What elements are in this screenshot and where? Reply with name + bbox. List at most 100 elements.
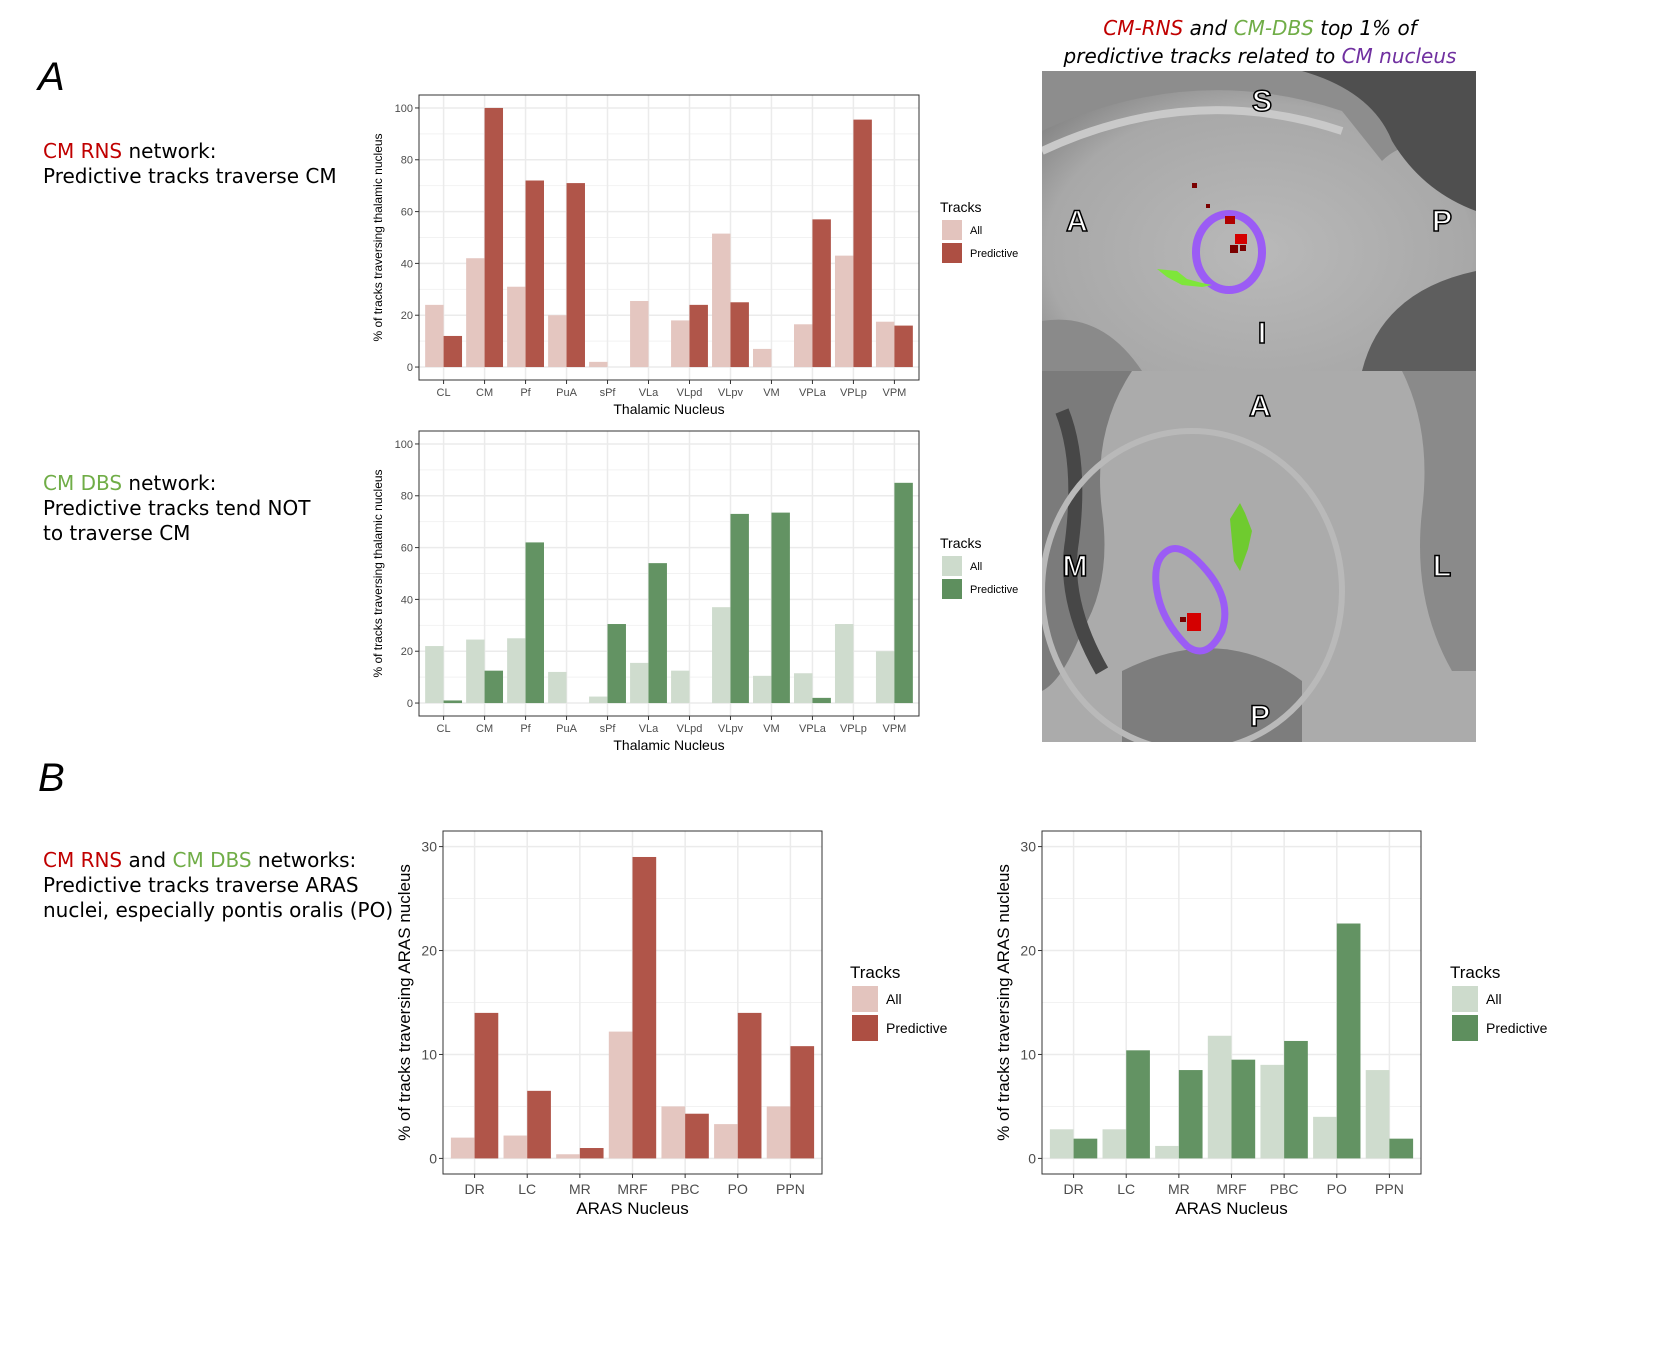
dbs-aras-bar-chart: 0 10 20 30 DR LC MR MRF PBC PO PPN ARAS Nucleus % of…	[994, 830, 1548, 1218]
cm-nucleus-outline-axial	[1152, 545, 1229, 655]
dbs-highlight: CM DBS	[43, 471, 123, 495]
bar-all-VLpd	[671, 320, 690, 368]
orientation-label-posterior: P	[1432, 205, 1452, 238]
x-tick-label: VPLa	[799, 723, 827, 735]
x-tick-label: MR	[1168, 1181, 1190, 1197]
y-tick-label: 0	[407, 362, 413, 374]
aras-description: CM RNS and CM DBS networks: Predictive t…	[43, 848, 393, 923]
bar-predictive-VPLa	[812, 697, 831, 704]
bar-predictive-Pf	[525, 542, 544, 704]
y-tick-label: 20	[401, 310, 413, 322]
bar-predictive-PPN	[790, 1046, 815, 1159]
y-axis-title: % of tracks traversing thalamic nucleus	[371, 469, 385, 677]
bar-all-MR	[1155, 1145, 1179, 1159]
y-tick-label: 100	[395, 439, 413, 451]
x-tick-label: VPM	[882, 723, 906, 735]
legend-key-all	[942, 220, 962, 240]
legend-key-all	[1452, 986, 1478, 1012]
y-tick-label: 10	[421, 1046, 437, 1062]
y-tick-label: 0	[1028, 1150, 1036, 1166]
bar-all-VPM	[875, 651, 895, 704]
bar-predictive-LC	[527, 1090, 551, 1159]
bar-predictive-VPLp	[853, 119, 872, 368]
y-axis-title: % of tracks traversing thalamic nucleus	[371, 133, 385, 341]
legend-label-predictive: Predictive	[970, 584, 1018, 596]
panel-label-b: B	[38, 756, 65, 800]
bar-all-PBC	[661, 1106, 686, 1159]
bar-all-MR	[556, 1154, 580, 1159]
x-tick-label: DR	[1063, 1181, 1083, 1197]
x-tick-label: PO	[728, 1181, 748, 1197]
legend-key-all	[852, 986, 878, 1012]
rns-description: CM RNS network: Predictive tracks traver…	[43, 139, 337, 189]
x-tick-label: VLpd	[677, 723, 703, 735]
y-tick-label: 60	[401, 542, 413, 554]
bar-predictive-Pf	[525, 180, 544, 368]
plot-border	[442, 830, 823, 1175]
bar-all-PPN	[766, 1106, 791, 1159]
x-tick-label: MR	[569, 1181, 591, 1197]
x-tick-label: LC	[518, 1181, 536, 1197]
y-tick-label: 100	[395, 103, 413, 115]
bar-all-PBC	[1260, 1064, 1285, 1159]
x-tick-label: VLa	[639, 723, 659, 735]
rns-desc-rest: network:	[122, 139, 217, 163]
y-tick-label: 40	[401, 594, 413, 606]
bar-all-PuA	[548, 671, 567, 704]
bar-all-VPM	[875, 321, 895, 368]
aras-highlight-dbs: CM DBS	[172, 848, 252, 872]
x-tick-label: Pf	[520, 723, 531, 735]
orientation-label-posterior-axial: P	[1250, 700, 1270, 733]
bar-predictive-VLpv	[730, 513, 749, 704]
y-axis-title: % of tracks traversing ARAS nucleus	[994, 864, 1013, 1141]
legend-label-all: All	[970, 225, 982, 237]
bar-predictive-VLpv	[730, 302, 749, 368]
x-tick-label: VLpv	[718, 387, 744, 399]
orientation-label-superior: S	[1252, 85, 1272, 118]
legend-title: Tracks	[1450, 963, 1500, 982]
y-tick-label: 60	[401, 206, 413, 218]
x-tick-label: PO	[1327, 1181, 1347, 1197]
legend-label-all: All	[1486, 991, 1502, 1007]
bar-predictive-VLa	[648, 563, 667, 704]
bar-all-VLpd	[671, 670, 690, 704]
legend-key-all	[942, 556, 962, 576]
bar-predictive-MRF	[632, 856, 657, 1159]
bar-all-VLpv	[712, 233, 731, 368]
bar-all-VLpv	[712, 607, 731, 704]
x-tick-label: MRF	[1216, 1181, 1246, 1197]
y-tick-label: 0	[407, 698, 413, 710]
legend-key-predictive	[1452, 1015, 1478, 1041]
bar-predictive-PBC	[685, 1113, 709, 1159]
bar-all-MRF	[1207, 1035, 1232, 1159]
x-tick-label: PBC	[671, 1181, 700, 1197]
x-tick-label: LC	[1117, 1181, 1135, 1197]
bar-predictive-VLpd	[689, 304, 708, 368]
x-tick-label: VLa	[639, 387, 659, 399]
x-tick-label: PPN	[1375, 1181, 1404, 1197]
plot-border	[418, 94, 920, 381]
bar-predictive-PO	[1336, 923, 1361, 1159]
legend-label-all: All	[886, 991, 902, 1007]
mri-title-dbs: CM-DBS	[1233, 16, 1314, 40]
x-axis-title: ARAS Nucleus	[1175, 1199, 1287, 1218]
bar-all-PuA	[548, 315, 567, 368]
bar-all-PPN	[1365, 1070, 1390, 1159]
x-tick-label: sPf	[600, 387, 617, 399]
y-tick-label: 20	[421, 942, 437, 958]
x-tick-label: VLpv	[718, 723, 744, 735]
x-tick-label: PuA	[556, 387, 577, 399]
y-axis-title: % of tracks traversing ARAS nucleus	[395, 864, 414, 1141]
bar-all-sPf	[589, 696, 608, 704]
mri-title-line2: predictive tracks related to	[1063, 44, 1342, 68]
x-tick-label: CM	[476, 387, 493, 399]
bar-predictive-PPN	[1389, 1138, 1414, 1159]
bar-all-Pf	[507, 286, 526, 368]
x-tick-label: VM	[763, 723, 780, 735]
bar-all-LC	[503, 1135, 528, 1159]
rns-highlight: CM RNS	[43, 139, 123, 163]
rns-thalamic-bar-chart: 0 20 40 60 80 100 CL CM Pf PuA sPf VLa VLpd VLpv VM VPL…	[371, 94, 1018, 417]
x-tick-label: VPLp	[840, 387, 867, 399]
legend-key-predictive	[942, 579, 962, 599]
orientation-label-anterior-axial: A	[1249, 390, 1271, 423]
